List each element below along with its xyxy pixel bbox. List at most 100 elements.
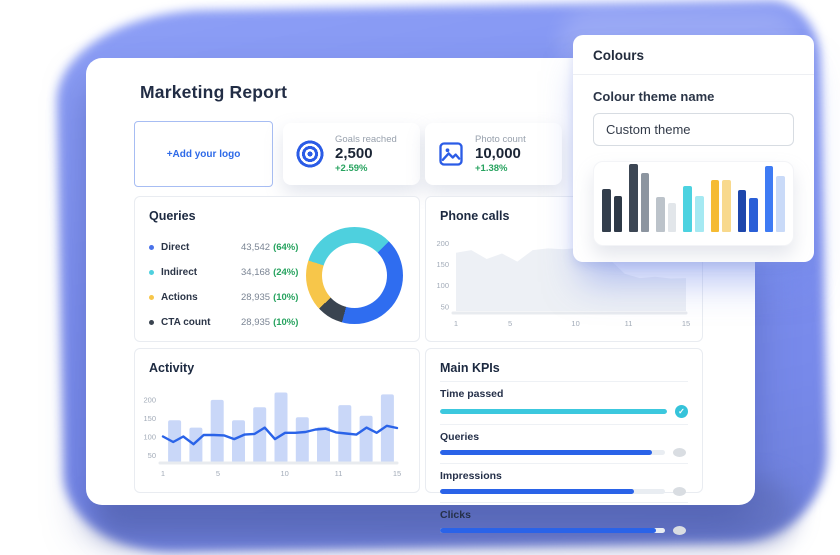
theme-colour-bar bbox=[613, 196, 623, 232]
svg-text:150: 150 bbox=[436, 260, 449, 269]
legend-item: Actions 28,935 (10%) bbox=[149, 285, 405, 310]
legend-label: CTA count bbox=[161, 317, 211, 328]
svg-text:200: 200 bbox=[436, 239, 449, 248]
kpi-label: Queries bbox=[440, 431, 480, 443]
legend-value: 28,935 bbox=[241, 317, 271, 328]
legend-item: Direct 43,542 (64%) bbox=[149, 235, 405, 260]
theme-colour-bar bbox=[629, 164, 638, 232]
colour-theme-name-input[interactable] bbox=[593, 113, 794, 146]
legend-label: Indirect bbox=[161, 267, 198, 278]
svg-text:11: 11 bbox=[335, 469, 343, 478]
colours-panel: Colours Colour theme name bbox=[573, 35, 814, 262]
theme-colour-bar bbox=[683, 186, 692, 232]
queries-title: Queries bbox=[149, 209, 196, 223]
svg-text:11: 11 bbox=[625, 319, 633, 328]
colours-panel-title: Colours bbox=[573, 35, 814, 75]
svg-text:1: 1 bbox=[161, 469, 165, 478]
page-title: Marketing Report bbox=[140, 82, 288, 102]
stat-label: Goals reached bbox=[335, 134, 397, 146]
theme-colour-bar bbox=[764, 166, 774, 232]
svg-text:5: 5 bbox=[508, 319, 512, 328]
kpi-progress-track bbox=[440, 450, 665, 455]
legend-value: 34,168 bbox=[241, 267, 271, 278]
kpi-row: Queries bbox=[440, 424, 688, 457]
kpi-row: Impressions bbox=[440, 463, 688, 496]
kpi-label: Clicks bbox=[440, 509, 471, 521]
svg-text:15: 15 bbox=[682, 319, 690, 328]
kpi-progress-track bbox=[440, 489, 665, 494]
kpi-progress-track bbox=[440, 528, 665, 533]
report-card: Marketing Report +Add your logo Goals re… bbox=[86, 58, 755, 535]
svg-text:100: 100 bbox=[436, 281, 449, 290]
theme-preview-swatch[interactable] bbox=[593, 161, 794, 246]
pending-dot-icon bbox=[673, 526, 686, 535]
svg-text:50: 50 bbox=[148, 451, 156, 460]
legend-value: 28,935 bbox=[241, 292, 271, 303]
activity-title: Activity bbox=[149, 361, 195, 375]
activity-card: Activity 200 150 100 50 1 5 10 11 15 bbox=[134, 348, 420, 493]
legend-percent: (64%) bbox=[273, 242, 299, 253]
colour-theme-name-label: Colour theme name bbox=[593, 89, 715, 104]
check-circle-icon: ✓ bbox=[675, 405, 688, 418]
stat-value: 2,500 bbox=[335, 145, 373, 163]
svg-text:50: 50 bbox=[441, 302, 449, 311]
legend-dot bbox=[149, 245, 154, 250]
queries-legend: Direct 43,542 (64%) Indirect 34,168 (24%… bbox=[149, 235, 405, 335]
legend-dot bbox=[149, 270, 154, 275]
goals-reached-card: Goals reached 2,500 +2.59% bbox=[283, 123, 420, 185]
theme-colour-bar bbox=[667, 203, 677, 232]
theme-colour-bar bbox=[749, 198, 758, 232]
photo-icon bbox=[439, 142, 463, 166]
theme-colour-bar bbox=[737, 190, 747, 232]
legend-percent: (10%) bbox=[273, 317, 299, 328]
add-logo-label: +Add your logo bbox=[166, 148, 241, 160]
svg-text:15: 15 bbox=[393, 469, 401, 478]
stat-label: Photo count bbox=[475, 134, 526, 146]
theme-colour-bar bbox=[710, 180, 720, 232]
kpis-title: Main KPIs bbox=[440, 361, 500, 375]
legend-item: Indirect 34,168 (24%) bbox=[149, 260, 405, 285]
stat-delta: +2.59% bbox=[335, 162, 368, 174]
stat-delta: +1.38% bbox=[475, 162, 508, 174]
kpi-progress-fill bbox=[440, 409, 667, 414]
theme-colour-bar bbox=[601, 189, 611, 232]
theme-colour-bar bbox=[722, 180, 731, 232]
theme-colour-bar bbox=[656, 197, 665, 232]
kpi-progress-fill bbox=[440, 489, 634, 494]
main-kpis-card: Main KPIs Time passed ✓ Queries Impressi… bbox=[425, 348, 703, 535]
add-logo-button[interactable]: +Add your logo bbox=[134, 121, 273, 187]
svg-text:200: 200 bbox=[143, 395, 156, 404]
legend-percent: (10%) bbox=[273, 292, 299, 303]
queries-donut-chart bbox=[306, 227, 403, 324]
legend-item: CTA count 28,935 (10%) bbox=[149, 310, 405, 335]
kpi-progress-fill bbox=[440, 528, 656, 533]
theme-colour-bar bbox=[695, 196, 704, 232]
svg-text:150: 150 bbox=[143, 414, 156, 423]
phone-calls-title: Phone calls bbox=[440, 209, 510, 223]
stat-value: 10,000 bbox=[475, 145, 521, 163]
kpi-label: Impressions bbox=[440, 470, 502, 482]
kpi-progress-fill bbox=[440, 450, 652, 455]
photo-count-card: Photo count 10,000 +1.38% bbox=[425, 123, 562, 185]
theme-colour-bar bbox=[640, 173, 650, 232]
theme-colour-bar bbox=[776, 176, 786, 232]
svg-text:1: 1 bbox=[454, 319, 458, 328]
kpi-progress-track bbox=[440, 409, 667, 414]
svg-text:10: 10 bbox=[281, 469, 289, 478]
legend-dot bbox=[149, 295, 154, 300]
svg-text:10: 10 bbox=[571, 319, 579, 328]
legend-label: Direct bbox=[161, 242, 190, 253]
legend-label: Actions bbox=[161, 292, 198, 303]
kpi-row: Time passed ✓ bbox=[440, 381, 688, 418]
legend-dot bbox=[149, 320, 154, 325]
svg-text:5: 5 bbox=[216, 469, 220, 478]
target-icon bbox=[295, 139, 325, 169]
pending-dot-icon bbox=[673, 487, 686, 496]
queries-card: Queries Direct 43,542 (64%) Indirect 34,… bbox=[134, 196, 420, 342]
pending-dot-icon bbox=[673, 448, 686, 457]
svg-text:100: 100 bbox=[143, 432, 156, 441]
kpi-row: Clicks bbox=[440, 502, 688, 535]
kpi-label: Time passed bbox=[440, 388, 504, 400]
